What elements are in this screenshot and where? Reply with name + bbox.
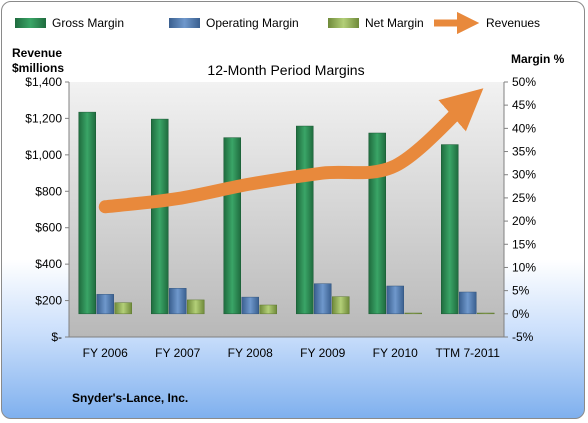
right-tick-label: 10%: [512, 260, 536, 274]
right-tick-label: 5%: [512, 284, 530, 298]
left-tick-label: $600: [35, 221, 62, 235]
legend-label-net-margin: Net Margin: [365, 16, 424, 30]
legend-swatch-operating-margin: [169, 18, 200, 28]
left-tick-label: $1,400: [25, 75, 62, 89]
gross-margin-bar: [441, 144, 459, 315]
net-margin-bar: [477, 312, 495, 315]
gross-margin-bar: [368, 132, 386, 315]
left-axis-ticks: $- $200 $400 $600 $800 $1,000 $1,200 $1,400: [25, 75, 69, 344]
x-tick-label: FY 2008: [228, 346, 273, 360]
operating-margin-bar: [241, 296, 259, 315]
net-margin-bar: [404, 312, 422, 315]
company-name: Snyder's-Lance, Inc.: [72, 391, 188, 405]
legend-item-operating-margin: Operating Margin: [169, 16, 299, 30]
left-tick-label: $200: [35, 294, 62, 308]
right-tick-label: 35%: [512, 145, 536, 159]
legend-swatch-net-margin: [328, 18, 359, 28]
operating-margin-bar: [459, 291, 477, 315]
left-tick-label: $1,000: [25, 148, 62, 162]
legend-label-gross-margin: Gross Margin: [52, 16, 124, 30]
operating-margin-bar: [169, 288, 187, 315]
net-margin-bar: [114, 302, 132, 315]
operating-margin-bar: [96, 294, 114, 315]
legend-label-revenues: Revenues: [486, 16, 540, 30]
right-tick-label: 45%: [512, 98, 536, 112]
legend-item-gross-margin: Gross Margin: [15, 16, 124, 30]
chart: Gross Margin Operating Margin Net Margin…: [12, 11, 565, 405]
revenue-line: [98, 88, 484, 214]
gross-margin-bar: [151, 118, 169, 315]
legend-item-revenues: Revenues: [434, 11, 540, 35]
net-margin-bar: [187, 299, 205, 315]
chart-title: 12-Month Period Margins: [207, 62, 364, 78]
legend-swatch-gross-margin: [15, 18, 46, 28]
x-tick-label: FY 2006: [83, 346, 128, 360]
revenues-line-path: [98, 88, 484, 214]
right-tick-label: 30%: [512, 168, 536, 182]
right-axis-ticks: -5% 0% 5% 10% 15% 20% 25% 30% 35% 40% 45% 50%: [504, 75, 536, 344]
left-tick-label: $800: [35, 184, 62, 198]
operating-margin-bar: [314, 283, 332, 315]
left-tick-label: $-: [51, 330, 62, 344]
right-tick-label: 50%: [512, 75, 536, 89]
x-tick-label: FY 2007: [155, 346, 200, 360]
left-axis-title-line1: Revenue: [12, 46, 62, 60]
legend-label-operating-margin: Operating Margin: [206, 16, 299, 30]
right-tick-label: 15%: [512, 237, 536, 251]
right-tick-label: -5%: [512, 330, 534, 344]
x-tick-label: TTM 7-2011: [436, 346, 501, 360]
left-tick-label: $1,200: [25, 111, 62, 125]
legend-item-net-margin: Net Margin: [328, 16, 424, 30]
x-axis-ticks: FY 2006 FY 2007 FY 2008 FY 2009 FY 2010 TTM 7…: [83, 346, 501, 360]
legend: Gross Margin Operating Margin Net Margin…: [15, 11, 540, 35]
operating-margin-bar: [386, 285, 404, 315]
left-axis-title-line2: $millions: [12, 61, 64, 75]
right-tick-label: 40%: [512, 121, 536, 135]
left-tick-label: $400: [35, 257, 62, 271]
right-tick-label: 20%: [512, 214, 536, 228]
right-tick-label: 25%: [512, 191, 536, 205]
gross-margin-bar: [296, 125, 314, 315]
right-axis-title: Margin %: [511, 52, 565, 66]
x-tick-label: FY 2009: [300, 346, 345, 360]
gross-margin-bar: [78, 111, 96, 315]
right-tick-label: 0%: [512, 307, 530, 321]
net-margin-bar: [332, 296, 350, 315]
net-margin-bar: [259, 304, 277, 315]
gross-margin-bar: [223, 137, 241, 315]
x-tick-label: FY 2010: [373, 346, 418, 360]
